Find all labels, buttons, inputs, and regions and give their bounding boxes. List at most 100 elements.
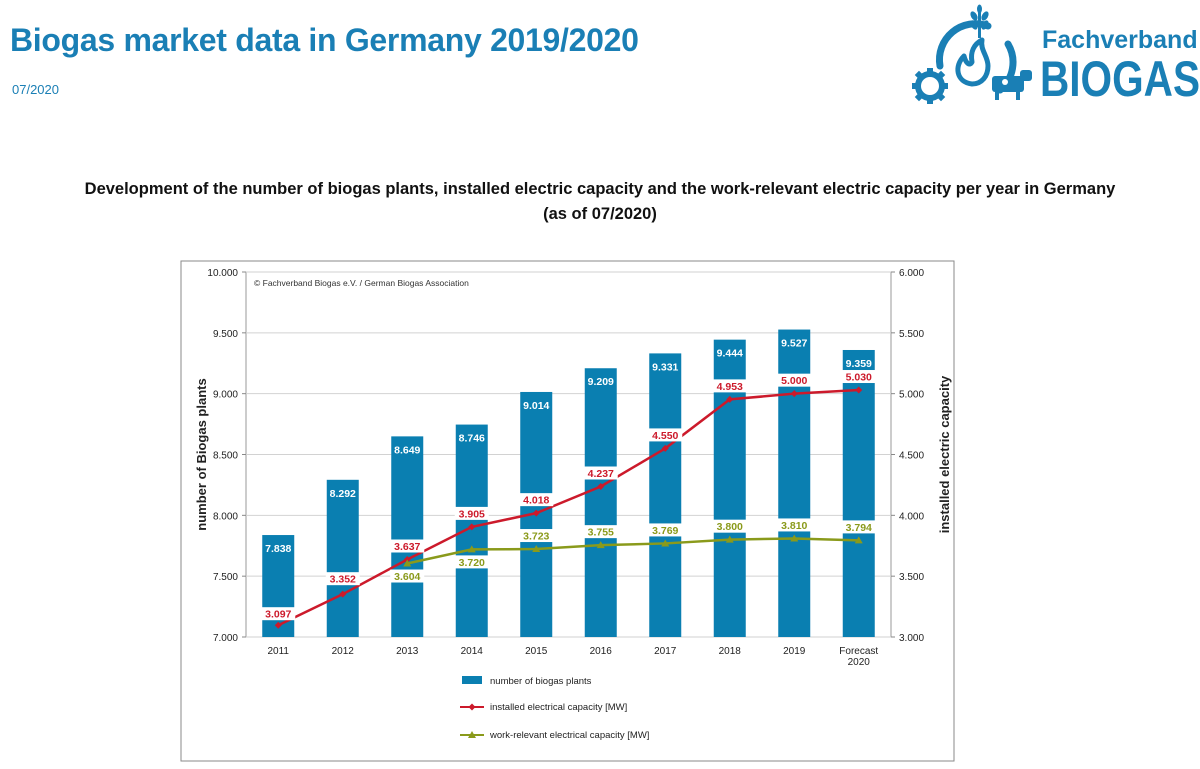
installed-capacity-label-bg	[648, 428, 683, 442]
bar-value-label: 9.014	[523, 400, 549, 412]
installed-capacity-point	[339, 590, 347, 598]
installed-capacity-label-bg	[261, 607, 296, 621]
installed-capacity-label-bg	[712, 379, 747, 393]
y-left-tick-label: 8.500	[213, 451, 238, 462]
chart-title: Development of the number of biogas plan…	[0, 177, 1200, 227]
work-relevant-point	[403, 559, 412, 567]
installed-capacity-point	[468, 523, 476, 531]
installed-capacity-value-label: 3.097	[265, 609, 291, 621]
y-left-tick-label: 7.000	[213, 633, 238, 644]
y-right-tick-label: 3.000	[899, 633, 924, 644]
installed-capacity-point	[661, 444, 669, 452]
work-relevant-label-bg	[712, 519, 747, 533]
bar-biogas-plants	[391, 436, 424, 637]
installed-capacity-value-label: 3.352	[330, 574, 356, 586]
x-tick-label: 2011	[267, 646, 289, 657]
y-right-tick-label: 5.500	[899, 329, 924, 340]
y-right-axis-title: installed electric capacity	[937, 375, 952, 533]
bar-value-label: 9.209	[588, 376, 614, 388]
work-relevant-label-bg	[519, 529, 554, 543]
bar-value-label: 8.649	[394, 444, 420, 456]
x-tick-label: 2019	[783, 646, 806, 657]
installed-capacity-value-label: 4.550	[652, 430, 678, 442]
bar-biogas-plants	[584, 368, 617, 637]
bar-biogas-plants	[455, 424, 488, 637]
work-relevant-label-bg	[841, 520, 876, 534]
y-left-tick-label: 9.000	[213, 390, 238, 401]
installed-capacity-label-bg	[841, 370, 876, 384]
page-date: 07/2020	[12, 82, 59, 97]
y-left-tick-label: 10.000	[207, 268, 238, 279]
installed-capacity-point	[726, 395, 734, 403]
legend-swatch-bars	[462, 676, 482, 684]
legend-label-work-relevant: work-relevant electrical capacity [MW]	[489, 730, 649, 741]
installed-capacity-point	[274, 621, 282, 629]
installed-capacity-point	[403, 555, 411, 563]
bar-value-label: 9.527	[781, 338, 807, 350]
installed-capacity-value-label: 4.018	[523, 495, 549, 507]
bar-value-label: 9.359	[846, 358, 872, 370]
flame-icon	[955, 37, 991, 87]
legend-marker-installed	[468, 703, 476, 711]
work-relevant-label-bg	[390, 569, 425, 583]
x-tick-label: 2017	[654, 646, 677, 657]
installed-capacity-point	[597, 482, 605, 490]
bar-value-label: 8.292	[330, 488, 356, 500]
work-relevant-line	[406, 537, 859, 565]
work-relevant-value-label: 3.800	[717, 521, 743, 533]
installed-capacity-value-label: 3.905	[459, 508, 485, 520]
installed-capacity-label-bg	[454, 506, 489, 520]
x-tick-label: 2014	[461, 646, 484, 657]
legend-marker-work-relevant	[468, 731, 476, 738]
bar-biogas-plants	[326, 479, 359, 637]
installed-capacity-point	[532, 509, 540, 517]
installed-capacity-line	[277, 388, 859, 627]
bar-value-label: 9.331	[652, 361, 678, 373]
work-relevant-label-bg	[777, 518, 812, 532]
installed-capacity-value-label: 4.237	[588, 468, 614, 480]
wheat-icon	[970, 4, 989, 38]
installed-capacity-value-label: 3.637	[394, 541, 420, 553]
work-relevant-value-label: 3.604	[394, 571, 420, 583]
chart-title-line2: (as of 07/2020)	[543, 205, 657, 223]
work-relevant-point	[467, 545, 476, 553]
logo-line2: BIOGAS	[1040, 51, 1200, 107]
legend-label-installed: installed electrical capacity [MW]	[490, 702, 627, 713]
y-left-tick-label: 8.000	[213, 511, 238, 522]
copyright-note: © Fachverband Biogas e.V. / German Bioga…	[254, 278, 469, 288]
installed-capacity-label-bg	[390, 539, 425, 553]
x-tick-label: 2020	[848, 657, 871, 668]
work-relevant-value-label: 3.723	[523, 531, 549, 543]
bar-value-label: 8.746	[459, 433, 485, 445]
x-tick-label: 2018	[719, 646, 742, 657]
work-relevant-label-bg	[583, 525, 618, 539]
installed-capacity-point	[855, 386, 863, 394]
work-relevant-value-label: 3.769	[652, 525, 678, 537]
x-tick-label: 2016	[590, 646, 613, 657]
installed-capacity-value-label: 5.030	[846, 372, 872, 384]
y-left-axis-title: number of Biogas plants	[194, 378, 209, 530]
work-relevant-point	[532, 545, 541, 553]
bar-biogas-plants	[842, 349, 875, 637]
legend-label-bars: number of biogas plants	[490, 676, 592, 687]
work-relevant-value-label: 3.794	[846, 522, 872, 534]
installed-capacity-label-bg	[519, 493, 554, 507]
page-title: Biogas market data in Germany 2019/2020	[10, 22, 639, 58]
chart-title-line1: Development of the number of biogas plan…	[84, 180, 1116, 198]
y-left-tick-label: 9.500	[213, 329, 238, 340]
work-relevant-point	[854, 536, 863, 544]
x-tick-label: 2015	[525, 646, 548, 657]
installed-capacity-label-bg	[777, 373, 812, 387]
work-relevant-point	[725, 535, 734, 543]
x-tick-label: 2012	[332, 646, 355, 657]
installed-capacity-value-label: 4.953	[717, 381, 743, 393]
bar-value-label: 9.444	[717, 348, 743, 360]
y-right-tick-label: 4.000	[899, 511, 924, 522]
work-relevant-point	[661, 539, 670, 547]
x-tick-label: 2013	[396, 646, 419, 657]
y-right-tick-label: 4.500	[899, 451, 924, 462]
y-right-tick-label: 5.000	[899, 390, 924, 401]
work-relevant-point	[790, 534, 799, 542]
installed-capacity-point	[790, 390, 798, 398]
